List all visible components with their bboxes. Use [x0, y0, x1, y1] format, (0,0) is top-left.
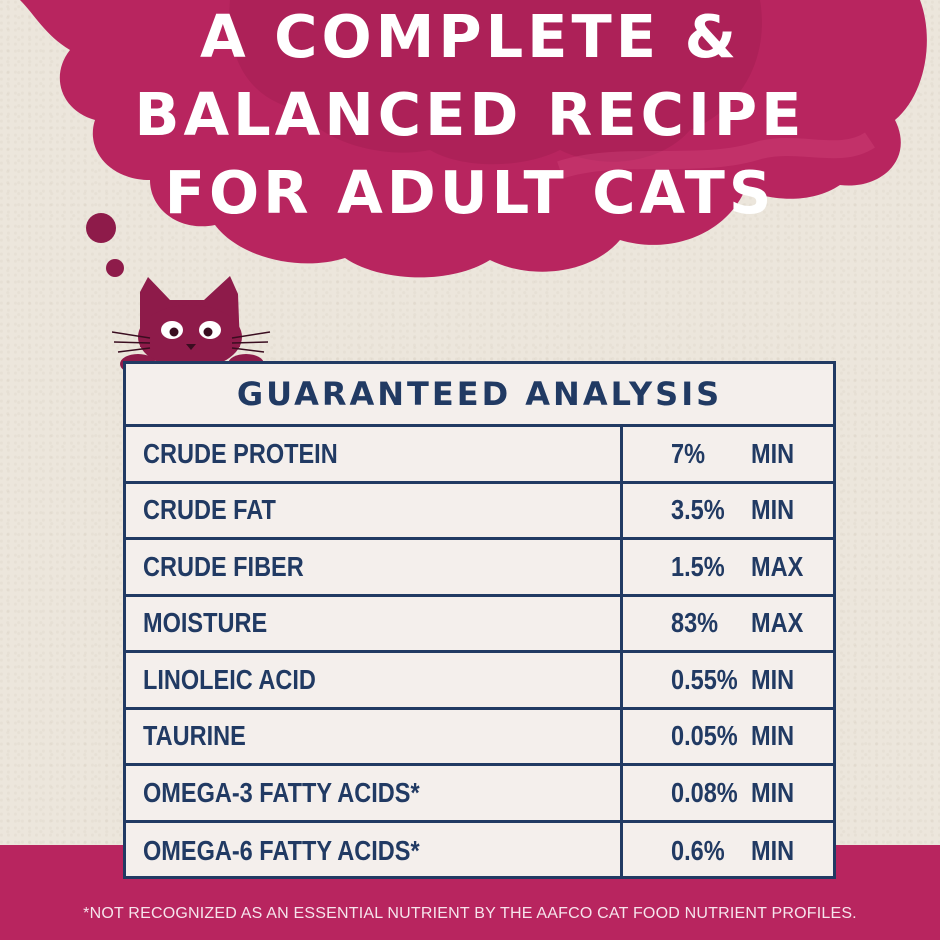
table-body: CRUDE PROTEIN 7% MIN CRUDE FAT 3.5% MIN CRUDE … [126, 427, 833, 879]
footnote: *NOT RECOGNIZED AS AN ESSENTIAL NUTRIENT… [83, 905, 857, 922]
nutrient-name: MOISTURE [143, 607, 268, 639]
nutrient-unit: MIN [751, 720, 795, 752]
table-row: OMEGA-3 FATTY ACIDS* 0.08% MIN [126, 766, 833, 823]
headline-line-3: FOR ADULT CATS [164, 158, 776, 227]
table-title: GUARANTEED ANALYSIS [126, 364, 833, 427]
nutrient-unit: MIN [751, 663, 795, 695]
column-divider [620, 709, 623, 763]
nutrient-unit: MAX [751, 550, 804, 582]
column-divider [620, 427, 623, 481]
nutrient-name: CRUDE FAT [143, 494, 276, 526]
table-row: TAURINE 0.05% MIN [126, 709, 833, 766]
nutrient-value: 1.5% [671, 550, 725, 582]
headline-line-2: BALANCED RECIPE [134, 80, 806, 149]
nutrient-name: CRUDE PROTEIN [143, 437, 338, 469]
thought-bubble-icon [86, 213, 116, 243]
nutrient-name: OMEGA-6 FATTY ACIDS* [143, 834, 420, 866]
column-divider [620, 653, 623, 707]
nutrient-unit: MIN [751, 776, 795, 808]
nutrient-value: 0.55% [671, 663, 738, 695]
table-row: MOISTURE 83% MAX [126, 596, 833, 653]
headline-line-1: A COMPLETE & [199, 2, 741, 71]
nutrient-value: 7% [671, 437, 705, 469]
nutrient-unit: MIN [751, 834, 795, 866]
nutrient-name: TAURINE [143, 720, 246, 752]
table-row: CRUDE FIBER 1.5% MAX [126, 540, 833, 597]
nutrient-name: OMEGA-3 FATTY ACIDS* [143, 776, 420, 808]
nutrient-value: 83% [671, 607, 719, 639]
table-row: CRUDE PROTEIN 7% MIN [126, 427, 833, 484]
nutrient-name: LINOLEIC ACID [143, 663, 316, 695]
column-divider [620, 483, 623, 537]
thought-bubble-icon [106, 259, 124, 277]
column-divider [620, 596, 623, 650]
nutrient-value: 0.05% [671, 720, 738, 752]
nutrient-unit: MAX [751, 607, 804, 639]
guaranteed-analysis-table: GUARANTEED ANALYSIS CRUDE PROTEIN 7% MIN CR… [123, 361, 836, 879]
nutrient-name: CRUDE FIBER [143, 550, 304, 582]
table-row: LINOLEIC ACID 0.55% MIN [126, 653, 833, 710]
nutrient-value: 3.5% [671, 494, 725, 526]
table-row: CRUDE FAT 3.5% MIN [126, 483, 833, 540]
nutrient-value: 0.08% [671, 776, 738, 808]
nutrient-value: 0.6% [671, 834, 725, 866]
column-divider [620, 540, 623, 594]
nutrient-unit: MIN [751, 437, 795, 469]
column-divider [620, 822, 623, 879]
nutrient-unit: MIN [751, 494, 795, 526]
headline: A COMPLETE & BALANCED RECIPE FOR ADULT C… [0, 0, 940, 232]
column-divider [620, 766, 623, 820]
thought-cloud [20, 0, 927, 278]
table-row: OMEGA-6 FATTY ACIDS* 0.6% MIN [126, 822, 833, 879]
